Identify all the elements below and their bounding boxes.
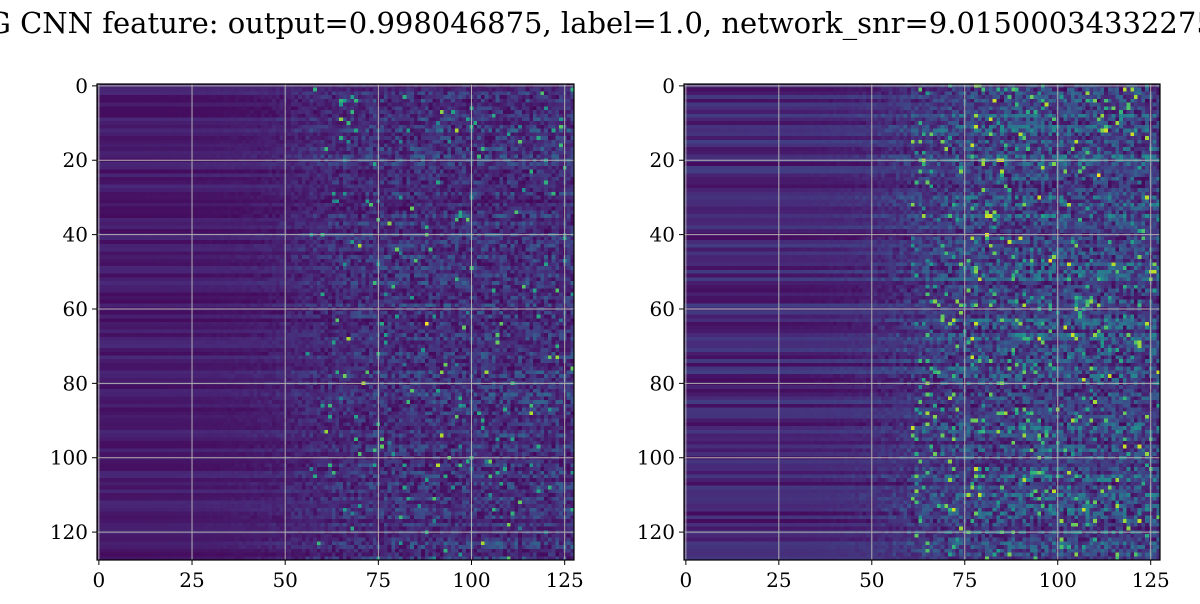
x-tick-label: 125 <box>1132 568 1170 592</box>
axes-frame <box>96 83 575 561</box>
y-tick-label: 80 <box>63 371 88 395</box>
y-tick-label: 100 <box>50 446 88 470</box>
y-tick-label: 0 <box>75 74 88 98</box>
y-tick-label: 0 <box>662 74 675 98</box>
x-tick-label: 0 <box>679 568 692 592</box>
heatmap-image-1 <box>97 84 574 560</box>
x-tick-label: 100 <box>1039 568 1077 592</box>
x-tick-label: 25 <box>766 568 791 592</box>
y-tick-label: 60 <box>63 297 88 321</box>
y-tick-label: 80 <box>650 371 675 395</box>
x-tick-label: 50 <box>859 568 884 592</box>
y-tick-label: 40 <box>63 223 88 247</box>
x-tick-label: 75 <box>952 568 977 592</box>
x-tick-label: 50 <box>272 568 297 592</box>
chart-title: VG CNN feature: output=0.998046875, labe… <box>0 6 1200 40</box>
x-tick-label: 125 <box>546 568 584 592</box>
heatmap-image-2 <box>684 84 1160 560</box>
heatmap-panel-1: 0 25 50 75 100 125 0 20 40 60 80 100 120 <box>50 74 584 592</box>
x-tick-label: 100 <box>452 568 490 592</box>
heatmap-panel-2: 0 25 50 75 100 125 0 20 40 60 80 100 120 <box>637 74 1170 592</box>
x-tick-label: 0 <box>92 568 105 592</box>
y-tick-label: 20 <box>650 148 675 172</box>
axes-frame <box>683 83 1161 561</box>
y-tick-label: 60 <box>650 297 675 321</box>
x-tick-label: 75 <box>366 568 391 592</box>
y-tick-label: 40 <box>650 223 675 247</box>
y-tick-label: 120 <box>50 520 88 544</box>
x-tick-label: 25 <box>179 568 204 592</box>
y-tick-label: 120 <box>637 520 675 544</box>
y-tick-label: 100 <box>637 446 675 470</box>
y-tick-label: 20 <box>63 148 88 172</box>
